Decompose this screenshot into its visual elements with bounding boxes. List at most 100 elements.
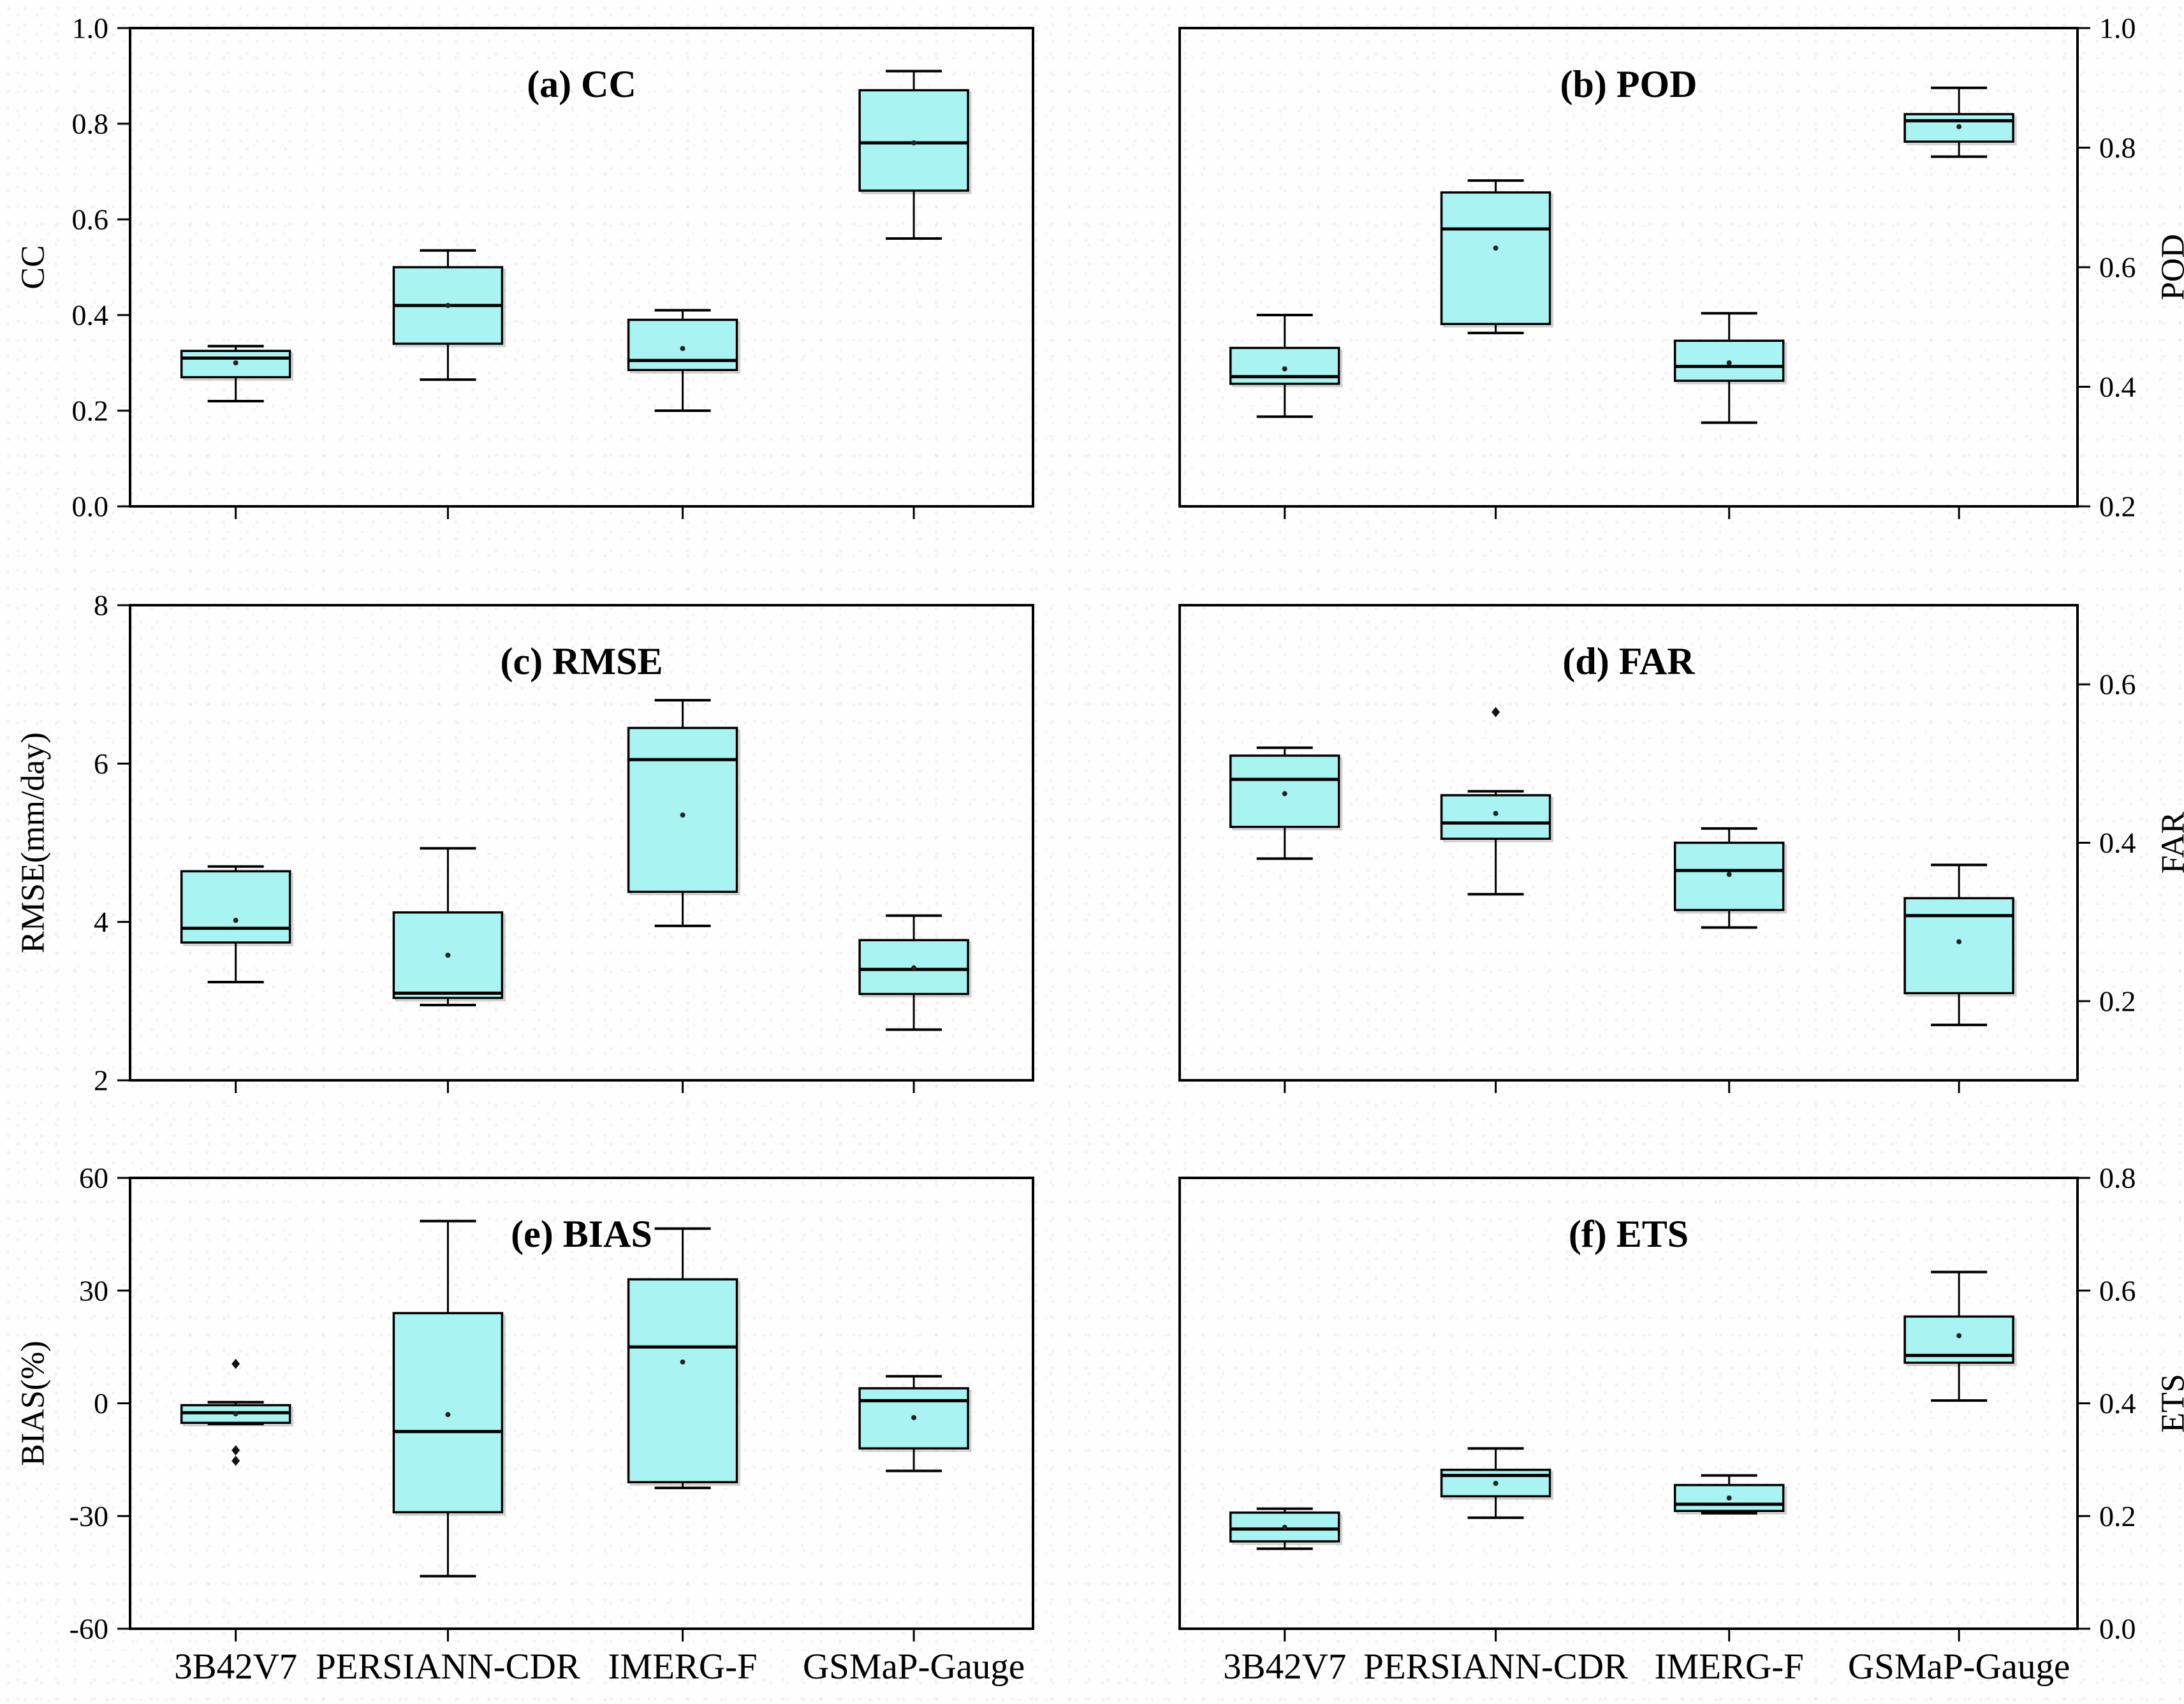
box-3B42V7 xyxy=(1229,1507,1343,1550)
iqr-box xyxy=(1229,346,1340,385)
mean-marker xyxy=(1282,791,1287,797)
y-tick-label: 2 xyxy=(94,1064,108,1097)
box-IMERG-F xyxy=(627,309,741,412)
panel-title: (f) ETS xyxy=(1569,1213,1689,1255)
box-3B42V7 xyxy=(180,865,294,984)
iqr-box xyxy=(1440,191,1551,325)
panel-c: 2 4 6 8 (c) RMSE RMSE(mm/day) xyxy=(15,589,1034,1097)
panel-title: (d) FAR xyxy=(1562,640,1695,682)
box-PERSIANN-CDR xyxy=(1440,707,1554,896)
y-tick-label: 0.2 xyxy=(2099,985,2136,1017)
y-tick-label: 0.2 xyxy=(2099,1500,2136,1532)
y-tick-label: 0.8 xyxy=(2099,131,2136,164)
y-axis-title: CC xyxy=(15,245,52,289)
mean-marker xyxy=(445,952,451,958)
y-tick-label: 30 xyxy=(79,1274,108,1307)
mean-marker xyxy=(1956,939,1962,944)
y-tick-label: 1.0 xyxy=(72,12,109,45)
mean-marker xyxy=(1956,124,1962,129)
mean-marker xyxy=(1493,811,1499,816)
box-PERSIANN-CDR xyxy=(392,1219,506,1578)
x-category-label: GSMaP-Gauge xyxy=(803,1647,1025,1687)
mean-marker xyxy=(680,1359,685,1365)
y-tick-label: 60 xyxy=(79,1162,108,1194)
y-tick-label: 0.0 xyxy=(72,490,109,523)
x-category-label: 3B42V7 xyxy=(1223,1647,1346,1687)
box-PERSIANN-CDR xyxy=(1440,179,1554,335)
mean-marker xyxy=(1282,366,1287,372)
box-GSMaP-Gauge xyxy=(1903,1270,2017,1402)
mean-marker xyxy=(1726,1495,1732,1501)
box-IMERG-F xyxy=(1673,312,1787,424)
y-tick-label: 4 xyxy=(94,906,108,938)
panel-d: 0.2 0.4 0.6 (d) FAR FAR xyxy=(1178,604,2184,1093)
y-tick-label: 0.6 xyxy=(72,203,109,236)
x-category-label: IMERG-F xyxy=(608,1647,757,1687)
box-GSMaP-Gauge xyxy=(858,1375,972,1473)
mean-marker xyxy=(233,360,238,365)
box-3B42V7 xyxy=(180,1358,294,1466)
y-tick-label: 0.4 xyxy=(72,299,109,332)
box-3B42V7 xyxy=(1229,314,1343,418)
box-IMERG-F xyxy=(627,1227,741,1490)
box-GSMaP-Gauge xyxy=(858,70,972,240)
box-3B42V7 xyxy=(1229,746,1343,860)
box-IMERG-F xyxy=(1673,1474,1787,1515)
y-tick-label: 0.8 xyxy=(2099,1162,2136,1194)
y-tick-label: 1.0 xyxy=(2099,12,2136,45)
mean-marker xyxy=(445,1412,451,1418)
y-tick-label: 0.2 xyxy=(2099,490,2136,523)
y-tick-label: 0.6 xyxy=(2099,668,2136,701)
box-GSMaP-Gauge xyxy=(1903,863,2017,1027)
y-axis-title: ETS xyxy=(2155,1374,2184,1432)
iqr-box xyxy=(1903,897,2014,995)
outlier-marker xyxy=(231,1445,240,1456)
mean-marker xyxy=(911,965,917,971)
iqr-box xyxy=(627,726,738,893)
y-axis-title: FAR xyxy=(2155,812,2184,874)
mean-marker xyxy=(1726,872,1732,878)
outlier-marker xyxy=(1491,707,1500,717)
y-tick-label: 6 xyxy=(94,747,108,780)
panel-border xyxy=(129,27,1034,508)
y-axis-title: POD xyxy=(2155,234,2184,300)
panel-title: (a) CC xyxy=(527,63,636,105)
mean-marker xyxy=(233,918,238,923)
mean-marker xyxy=(1956,1333,1962,1339)
outlier-marker xyxy=(231,1358,240,1369)
outlier-marker xyxy=(231,1455,240,1466)
y-tick-label: 0.6 xyxy=(2099,251,2136,284)
x-category-label: 3B42V7 xyxy=(174,1647,297,1687)
y-tick-label: 0.8 xyxy=(72,108,109,140)
x-category-label: IMERG-F xyxy=(1655,1647,1804,1687)
panel-title: (c) RMSE xyxy=(501,640,663,682)
y-tick-label: 0.0 xyxy=(2099,1613,2136,1645)
box-3B42V7 xyxy=(180,344,294,402)
y-tick-label: 0.2 xyxy=(72,395,109,427)
mean-marker xyxy=(680,346,685,351)
iqr-box xyxy=(1903,113,2014,143)
iqr-box xyxy=(1229,1511,1340,1543)
x-category-label: PERSIANN-CDR xyxy=(1363,1647,1628,1687)
panel-f: 0.0 0.2 0.4 0.6 0.8 3B42V7 PERSIANN-CDR IMERG-F… xyxy=(1178,1162,2184,1687)
panel-a: 0.0 0.2 0.4 0.6 0.8 1.0 (a) CC CC xyxy=(15,12,1034,523)
y-tick-label: -60 xyxy=(70,1613,108,1645)
mean-marker xyxy=(1726,360,1732,365)
box-IMERG-F xyxy=(1673,827,1787,929)
box-PERSIANN-CDR xyxy=(392,847,506,1007)
mean-marker xyxy=(1282,1524,1287,1530)
y-tick-label: 8 xyxy=(94,589,108,622)
box-GSMaP-Gauge xyxy=(1903,86,2017,158)
panel-b: 0.2 0.4 0.6 0.8 1.0 (b) POD POD xyxy=(1178,12,2184,523)
x-category-label: PERSIANN-CDR xyxy=(316,1647,580,1687)
mean-marker xyxy=(233,1411,238,1416)
iqr-box xyxy=(1440,794,1551,841)
box-PERSIANN-CDR xyxy=(1440,1447,1554,1519)
mean-marker xyxy=(680,812,685,818)
mean-marker xyxy=(911,1414,917,1420)
iqr-box xyxy=(627,1278,738,1483)
iqr-box xyxy=(180,870,291,944)
y-tick-label: 0.4 xyxy=(2099,826,2136,859)
